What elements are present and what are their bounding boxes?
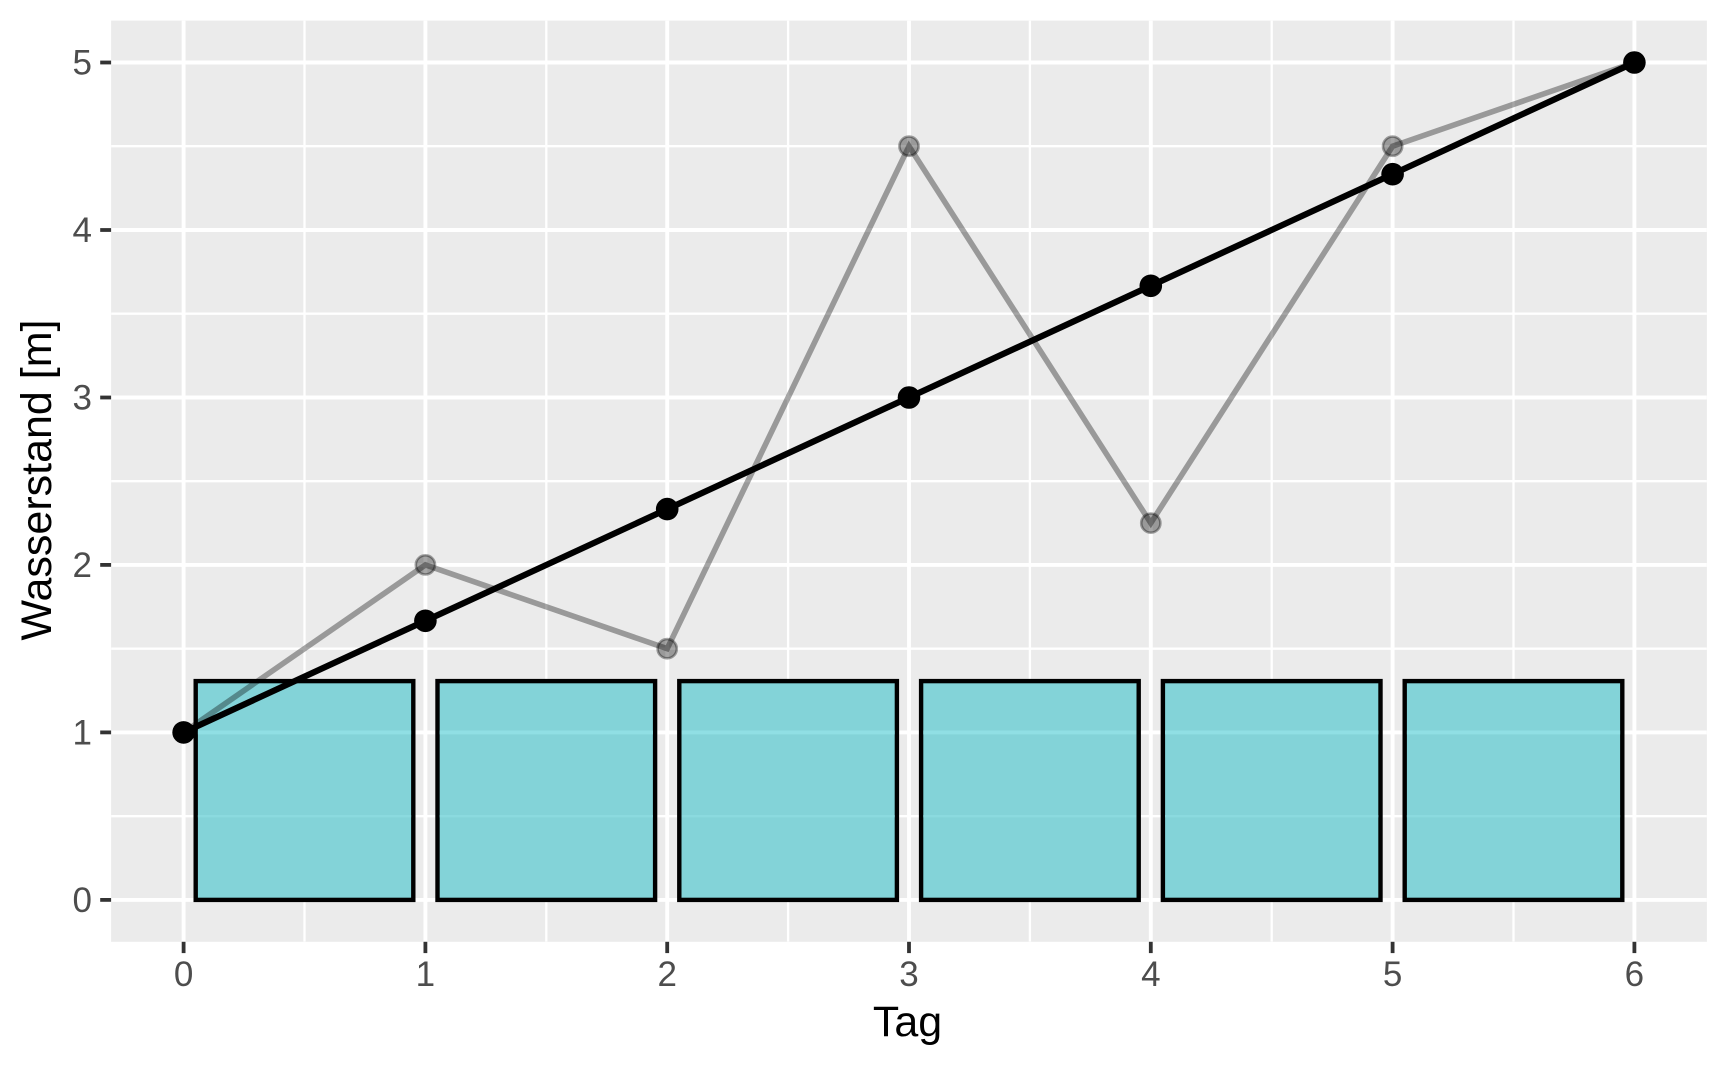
svg-text:3: 3	[73, 379, 92, 418]
svg-text:2: 2	[73, 546, 92, 585]
svg-text:3: 3	[899, 955, 918, 994]
svg-text:1: 1	[416, 955, 435, 994]
svg-text:Tag: Tag	[873, 998, 942, 1046]
svg-text:4: 4	[1141, 955, 1160, 994]
svg-text:5: 5	[73, 44, 92, 83]
svg-text:4: 4	[73, 211, 92, 250]
svg-text:0: 0	[73, 881, 92, 920]
svg-text:0: 0	[174, 955, 193, 994]
svg-text:1: 1	[73, 713, 92, 752]
svg-text:6: 6	[1625, 955, 1644, 994]
svg-text:Wasserstand [m]: Wasserstand [m]	[13, 320, 61, 641]
svg-text:5: 5	[1383, 955, 1402, 994]
svg-text:2: 2	[657, 955, 676, 994]
